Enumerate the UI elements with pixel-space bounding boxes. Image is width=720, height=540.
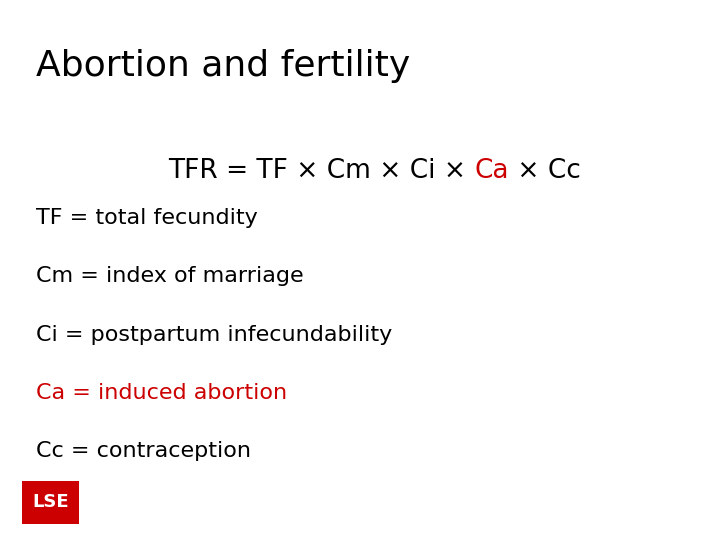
Text: Ca = induced abortion: Ca = induced abortion <box>36 383 287 403</box>
Text: × Cc: × Cc <box>509 158 581 184</box>
Text: Cm = index of marriage: Cm = index of marriage <box>36 266 304 286</box>
Text: Ca: Ca <box>474 158 509 184</box>
Text: Ci = postpartum infecundability: Ci = postpartum infecundability <box>36 325 392 345</box>
FancyBboxPatch shape <box>22 481 79 524</box>
Text: Abortion and fertility: Abortion and fertility <box>36 49 410 83</box>
Text: TFR = TF × Cm × Ci ×: TFR = TF × Cm × Ci × <box>168 158 474 184</box>
Text: LSE: LSE <box>32 493 68 511</box>
Text: TF = total fecundity: TF = total fecundity <box>36 208 258 228</box>
Text: Cc = contraception: Cc = contraception <box>36 441 251 461</box>
